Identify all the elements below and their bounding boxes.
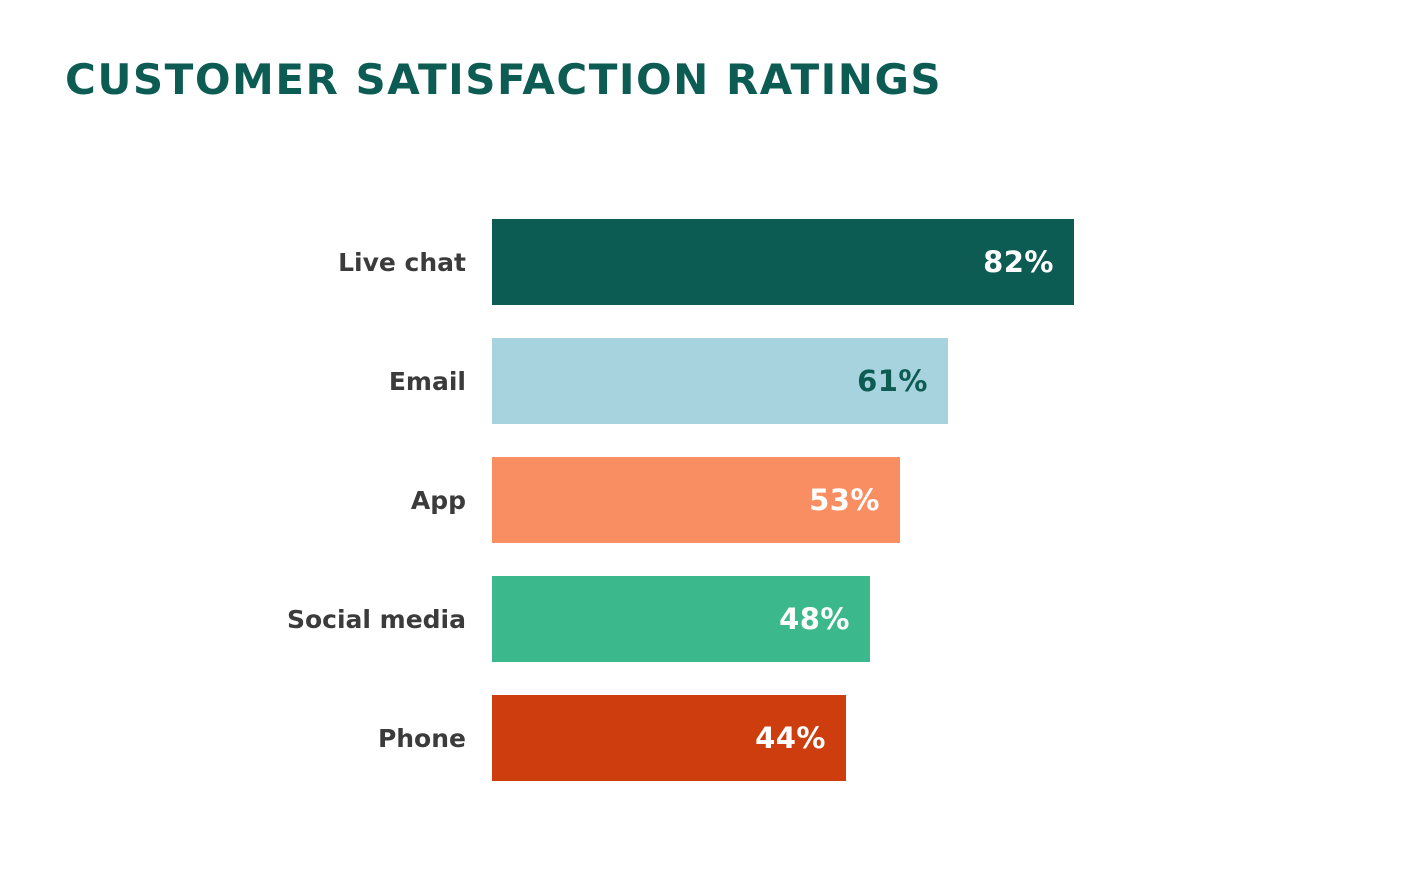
value-label: 53% — [809, 483, 880, 517]
bar-row: Social media 48% — [0, 576, 1420, 662]
bar-row: App 53% — [0, 457, 1420, 543]
bar-chart: Live chat 82% Email 61% App 53% Social media 48… — [0, 219, 1420, 814]
bar-email: 61% — [492, 338, 948, 424]
bar-row: Live chat 82% — [0, 219, 1420, 305]
bar-phone: 44% — [492, 695, 846, 781]
bar-row: Phone 44% — [0, 695, 1420, 781]
bar-row: Email 61% — [0, 338, 1420, 424]
category-label: App — [410, 485, 466, 515]
value-label: 44% — [755, 721, 826, 755]
bar-social-media: 48% — [492, 576, 870, 662]
chart-title: CUSTOMER SATISFACTION RATINGS — [65, 55, 943, 104]
category-label: Live chat — [338, 247, 466, 277]
value-label: 48% — [779, 602, 850, 636]
category-label: Phone — [377, 723, 466, 753]
category-label: Social media — [286, 604, 466, 634]
bar-app: 53% — [492, 457, 900, 543]
category-label: Email — [388, 366, 466, 396]
bar-live-chat: 82% — [492, 219, 1074, 305]
value-label: 61% — [857, 364, 928, 398]
value-label: 82% — [983, 245, 1054, 279]
